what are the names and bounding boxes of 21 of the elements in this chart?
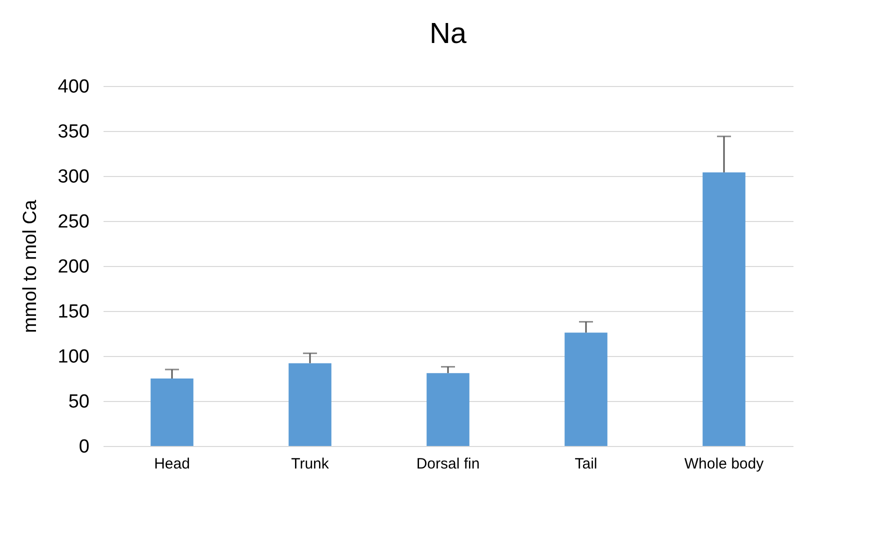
y-tick-label: 400 <box>58 76 90 98</box>
y-tick-label: 0 <box>78 436 90 458</box>
chart-title: Na <box>429 18 468 50</box>
y-tick-label: 350 <box>58 122 90 142</box>
bar <box>288 363 332 446</box>
bar <box>150 378 194 446</box>
x-tick-label: Head <box>154 456 190 472</box>
y-axis-title: mmol to mol Ca <box>20 200 41 334</box>
y-tick-label: 50 <box>68 392 90 412</box>
x-tick-label: Tail <box>574 456 598 472</box>
x-tick-label: Whole body <box>684 456 764 472</box>
y-tick-label: 200 <box>58 256 90 278</box>
x-tick-label: Dorsal fin <box>416 456 480 472</box>
y-tick-label: 300 <box>58 166 90 188</box>
y-tick-label: 150 <box>58 302 90 322</box>
x-tick-label: Trunk <box>291 456 330 472</box>
bar <box>426 373 470 446</box>
y-tick-label: 250 <box>58 212 90 232</box>
bar <box>702 172 746 446</box>
y-tick-label: 100 <box>58 346 90 368</box>
bar <box>564 332 608 446</box>
